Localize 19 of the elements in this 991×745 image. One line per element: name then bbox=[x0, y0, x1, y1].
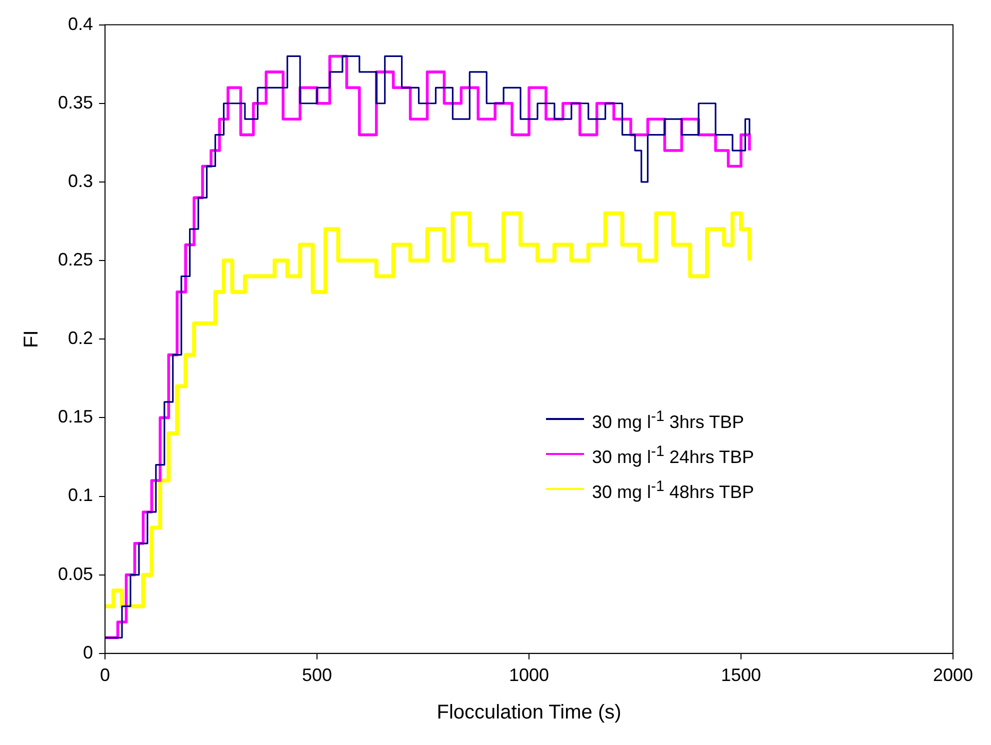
y-tick-label: 0.35 bbox=[58, 92, 94, 112]
x-tick-label: 1000 bbox=[508, 665, 550, 686]
legend-label: 30 mg l$^{-1}$ 24hrs TBP bbox=[592, 442, 754, 469]
y-axis-title: FI bbox=[20, 330, 43, 348]
x-tick-label: 2000 bbox=[932, 665, 974, 686]
y-tick-label: 0.4 bbox=[68, 14, 94, 34]
x-tick-label: 500 bbox=[302, 665, 332, 686]
x-tick-label: 1500 bbox=[720, 665, 762, 686]
x-tick-label: 0 bbox=[100, 665, 110, 686]
y-tick-label: 0.15 bbox=[58, 406, 94, 427]
y-tick-label: 0 bbox=[83, 642, 94, 662]
legend-label: 30 mg l$^{-1}$ 3hrs TBP bbox=[592, 406, 744, 434]
y-tick-label: 0.1 bbox=[68, 485, 94, 506]
y-tick-label: 0.2 bbox=[68, 328, 94, 348]
x-axis-title: Flocculation Time (s) bbox=[436, 702, 622, 724]
y-tick-label: 0.3 bbox=[68, 170, 94, 191]
y-tick-label: 0.25 bbox=[58, 249, 94, 270]
y-tick-label: 0.05 bbox=[58, 564, 94, 584]
legend-label: 30 mg l$^{-1}$ 48hrs TBP bbox=[592, 476, 754, 504]
